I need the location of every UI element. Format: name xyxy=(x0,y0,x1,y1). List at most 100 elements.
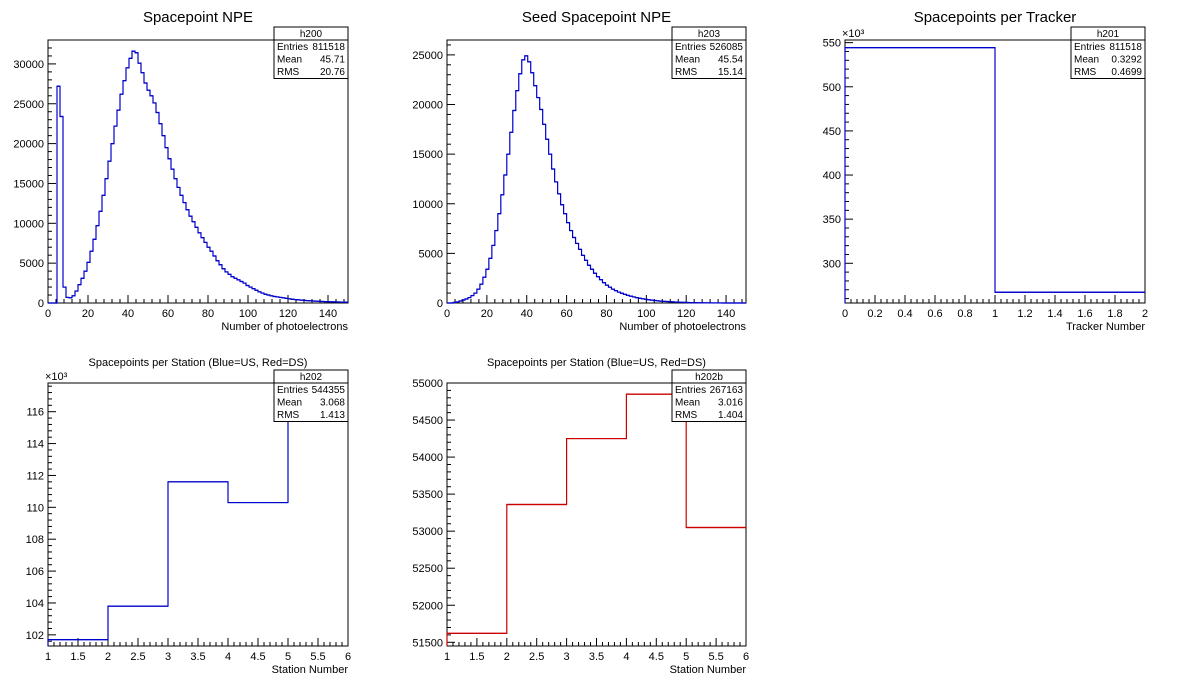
stats-key: RMS xyxy=(277,410,300,421)
stats-name: h202b xyxy=(695,372,723,383)
x-tick-label: 4.5 xyxy=(250,651,265,663)
chart-title: Spacepoints per Station (Blue=US, Red=DS… xyxy=(89,357,308,369)
x-tick-label: 20 xyxy=(82,308,94,320)
x-tick-label: 120 xyxy=(279,308,297,320)
x-tick-label: 0 xyxy=(842,308,848,320)
x-tick-label: 80 xyxy=(600,308,612,320)
x-tick-label: 3.5 xyxy=(190,651,205,663)
stats-box xyxy=(273,26,349,79)
x-tick-label: 0.6 xyxy=(927,308,942,320)
x-tick-label: 0 xyxy=(45,308,51,320)
stats-key: Entries xyxy=(1074,42,1105,53)
y-tick-label: 350 xyxy=(823,214,841,226)
chart-title: Spacepoints per Station (Blue=US, Red=DS… xyxy=(487,357,706,369)
y-tick-label: 15000 xyxy=(412,149,443,161)
y-tick-label: 5000 xyxy=(419,248,443,260)
x-tick-label: 1.5 xyxy=(70,651,85,663)
plot-frame xyxy=(446,382,747,647)
x-tick-label: 6 xyxy=(345,651,351,663)
stats-name: h201 xyxy=(1097,29,1120,40)
x-tick-label: 1.6 xyxy=(1077,308,1092,320)
stats-value: 3.016 xyxy=(718,398,743,409)
stats-key: Mean xyxy=(277,398,302,409)
x-tick-label: 1.8 xyxy=(1107,308,1122,320)
stats-value: 1.404 xyxy=(718,410,743,421)
x-tick-label: 2.5 xyxy=(529,651,544,663)
y-tick-label: 20000 xyxy=(13,139,44,151)
x-tick-label: 40 xyxy=(521,308,533,320)
y-tick-label: 0 xyxy=(38,298,44,310)
x-tick-label: 4 xyxy=(225,651,231,663)
stats-box xyxy=(671,369,747,422)
x-tick-label: 2.5 xyxy=(130,651,145,663)
x-tick-label: 100 xyxy=(637,308,655,320)
y-tick-label: 15000 xyxy=(13,178,44,190)
y-tick-label: 25000 xyxy=(412,50,443,62)
stats-key: Entries xyxy=(675,385,706,396)
stats-box xyxy=(671,26,747,79)
y-tick-label: 116 xyxy=(26,407,44,419)
y-tick-label: 110 xyxy=(26,502,44,514)
x-tick-label: 0.4 xyxy=(897,308,912,320)
x-tick-label: 1 xyxy=(444,651,450,663)
y-tick-label: 550 xyxy=(823,38,841,50)
histogram-line xyxy=(48,50,349,304)
stats-value: 811518 xyxy=(312,42,345,53)
stats-value: 20.76 xyxy=(320,67,345,78)
x-tick-label: 2 xyxy=(1142,308,1148,320)
stats-key: Mean xyxy=(675,398,700,409)
x-tick-label: 0.8 xyxy=(957,308,972,320)
chart-h203: Seed Spacepoint NPE 0 20 40 60 80 100 120 140 0 50… xyxy=(412,9,747,333)
stats-value: 1.413 xyxy=(320,410,345,421)
x-tick-label: 140 xyxy=(319,308,337,320)
x-axis-label: Tracker Number xyxy=(1066,321,1145,333)
x-tick-label: 4.5 xyxy=(649,651,664,663)
chart-title: Spacepoints per Tracker xyxy=(914,9,1077,26)
x-tick-label: 0.2 xyxy=(867,308,882,320)
stats-value: 0.4699 xyxy=(1111,67,1142,78)
stats-key: Mean xyxy=(1074,55,1099,66)
x-tick-label: 3 xyxy=(564,651,570,663)
stats-box xyxy=(1070,26,1146,79)
y-tick-label: 52000 xyxy=(412,600,443,612)
stats-value: 3.068 xyxy=(320,398,345,409)
x-tick-label: 120 xyxy=(677,308,695,320)
stats-key: Entries xyxy=(277,42,308,53)
x-tick-label: 40 xyxy=(122,308,134,320)
chart-h202: Spacepoints per Station (Blue=US, Red=DS… xyxy=(26,357,351,676)
histogram-line xyxy=(844,47,1145,303)
stats-name: h200 xyxy=(300,29,323,40)
stats-value: 526085 xyxy=(710,42,744,53)
y-tick-label: 25000 xyxy=(13,99,44,111)
y-tick-label: 102 xyxy=(26,630,44,642)
stats-value: 0.3292 xyxy=(1111,55,1142,66)
histogram-line xyxy=(47,395,348,646)
y-tick-label: 10000 xyxy=(13,218,44,230)
x-tick-label: 140 xyxy=(717,308,735,320)
stats-value: 267163 xyxy=(710,385,744,396)
chart-title: Seed Spacepoint NPE xyxy=(522,9,671,26)
stats-name: h202 xyxy=(300,372,323,383)
chart-h200: Spacepoint NPE 0 20 40 60 80 100 120 140 0 5000 100… xyxy=(13,9,349,333)
y-exponent-label: ×10³ xyxy=(45,371,68,383)
x-axis-label: Station Number xyxy=(272,664,349,676)
stats-key: RMS xyxy=(675,410,698,421)
y-tick-label: 114 xyxy=(26,439,44,451)
x-tick-label: 2 xyxy=(504,651,510,663)
chart-title: Spacepoint NPE xyxy=(143,9,253,26)
x-tick-label: 20 xyxy=(481,308,493,320)
stats-value: 544355 xyxy=(312,385,346,396)
x-tick-label: 6 xyxy=(743,651,749,663)
plot-frame xyxy=(446,39,747,304)
x-tick-label: 5.5 xyxy=(310,651,325,663)
x-tick-label: 1.4 xyxy=(1047,308,1062,320)
x-tick-label: 1.2 xyxy=(1017,308,1032,320)
stats-key: Entries xyxy=(277,385,308,396)
x-tick-label: 5.5 xyxy=(708,651,723,663)
stats-key: Entries xyxy=(675,42,706,53)
y-tick-label: 400 xyxy=(823,170,841,182)
y-tick-label: 30000 xyxy=(13,59,44,71)
y-tick-label: 53000 xyxy=(412,526,443,538)
stats-key: RMS xyxy=(277,67,300,78)
y-tick-label: 106 xyxy=(26,566,44,578)
